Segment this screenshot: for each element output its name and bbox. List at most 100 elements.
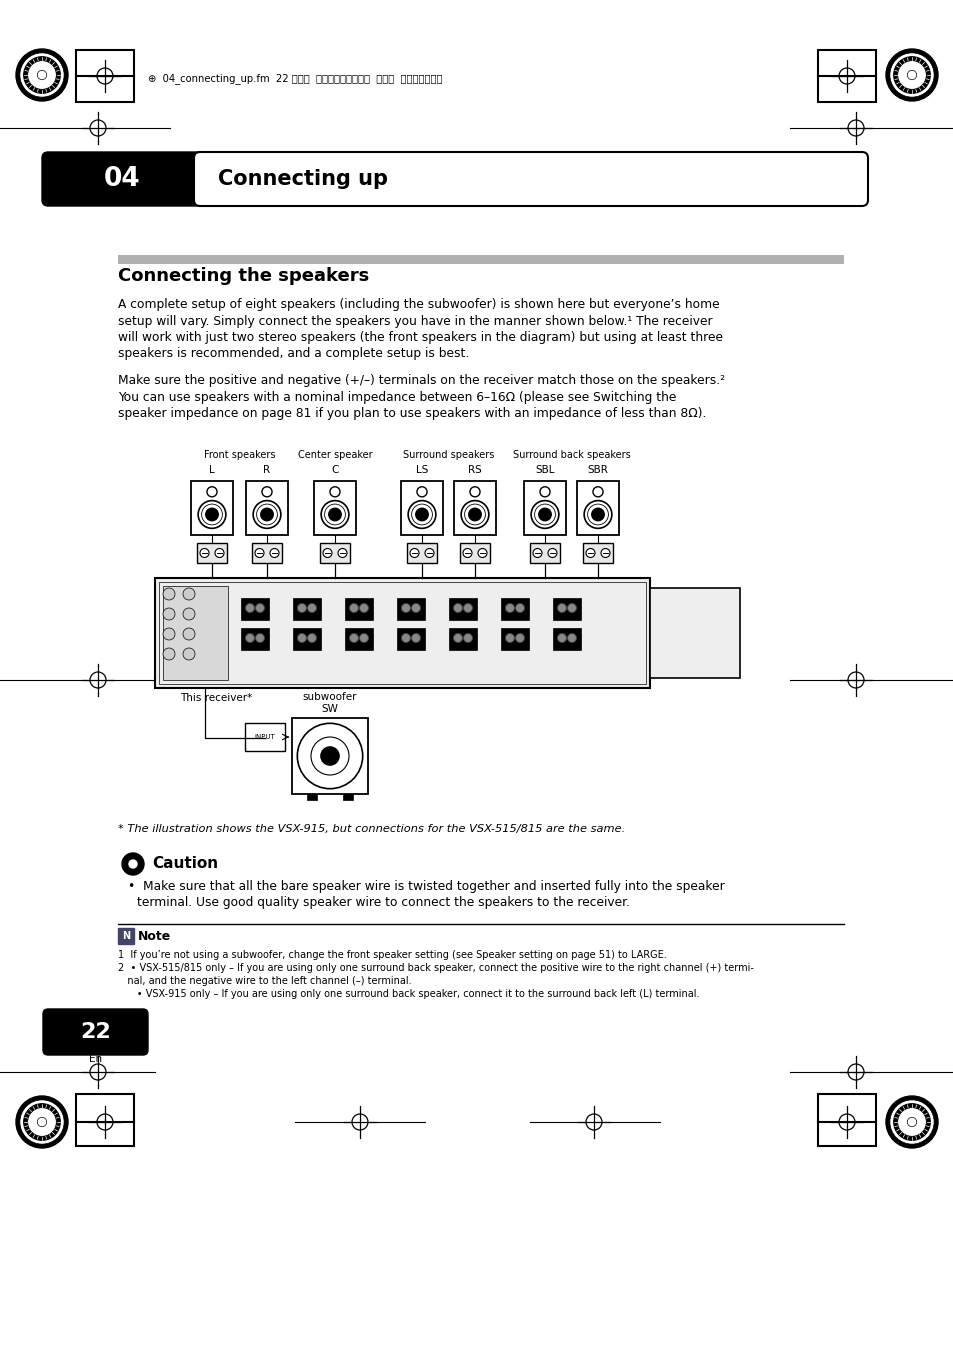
Bar (293, 628, 320, 650)
Circle shape (906, 70, 916, 80)
Bar (76, 50, 133, 101)
Circle shape (245, 634, 254, 643)
Text: RS: RS (468, 465, 481, 476)
Circle shape (889, 1100, 933, 1144)
Circle shape (20, 53, 64, 97)
Bar (307, 794, 316, 800)
Circle shape (206, 508, 218, 520)
Circle shape (349, 604, 358, 612)
Bar (196, 543, 227, 563)
Bar (154, 578, 649, 688)
Circle shape (410, 549, 418, 558)
Text: •  Make sure that all the bare speaker wire is twisted together and inserted ful: • Make sure that all the bare speaker wi… (128, 880, 724, 893)
Circle shape (538, 508, 551, 520)
Circle shape (897, 61, 925, 89)
Bar (396, 598, 424, 620)
Circle shape (254, 549, 264, 558)
Bar (454, 481, 496, 535)
Circle shape (477, 549, 486, 558)
Circle shape (28, 61, 56, 89)
Circle shape (453, 604, 462, 612)
Text: SW: SW (321, 704, 338, 713)
Text: nal, and the negative wire to the left channel (–) terminal.: nal, and the negative wire to the left c… (118, 975, 411, 986)
Circle shape (245, 604, 254, 612)
Bar (118, 928, 133, 944)
Bar (553, 598, 580, 620)
Text: speaker impedance on page 81 if you plan to use speakers with an impedance of le: speaker impedance on page 81 if you plan… (118, 407, 705, 420)
Text: Connecting the speakers: Connecting the speakers (118, 267, 369, 285)
Text: En: En (90, 1054, 103, 1065)
Circle shape (591, 508, 603, 520)
Circle shape (557, 604, 566, 612)
Circle shape (897, 1108, 925, 1136)
Bar (817, 50, 875, 101)
Bar (76, 1094, 133, 1146)
Text: • VSX-915 only – If you are using only one surround back speaker, connect it to : • VSX-915 only – If you are using only o… (118, 989, 699, 998)
Text: N: N (122, 931, 130, 942)
Circle shape (323, 549, 332, 558)
Circle shape (183, 588, 194, 600)
Bar (400, 481, 442, 535)
Text: Surround speakers: Surround speakers (402, 450, 494, 459)
Circle shape (505, 634, 514, 643)
Circle shape (462, 549, 472, 558)
Circle shape (585, 549, 595, 558)
Bar (241, 628, 269, 650)
Text: Caution: Caution (152, 857, 218, 871)
Circle shape (359, 634, 368, 643)
Circle shape (359, 604, 368, 612)
Circle shape (297, 634, 306, 643)
Circle shape (515, 604, 524, 612)
Text: setup will vary. Simply connect the speakers you have in the manner shown below.: setup will vary. Simply connect the spea… (118, 315, 712, 327)
Circle shape (463, 604, 472, 612)
Bar (314, 481, 355, 535)
Circle shape (893, 1104, 929, 1140)
Bar (245, 723, 285, 751)
Circle shape (255, 634, 264, 643)
Bar (582, 543, 613, 563)
Bar (396, 628, 424, 650)
Text: L: L (209, 465, 214, 476)
Circle shape (37, 1117, 47, 1127)
Bar (577, 481, 618, 535)
Circle shape (424, 549, 434, 558)
Bar (649, 588, 740, 678)
Bar (817, 1094, 875, 1146)
Bar (345, 628, 373, 650)
Text: 1  If you’re not using a subwoofer, change the front speaker setting (see Speake: 1 If you’re not using a subwoofer, chang… (118, 950, 666, 961)
Bar (343, 794, 353, 800)
Text: Connecting up: Connecting up (218, 169, 388, 189)
Text: * The illustration shows the VSX-915, but connections for the VSX-515/815 are th: * The illustration shows the VSX-915, bu… (118, 824, 624, 834)
Circle shape (16, 49, 68, 101)
Circle shape (885, 1096, 937, 1148)
Circle shape (557, 634, 566, 643)
Text: Center speaker: Center speaker (297, 450, 372, 459)
Bar (118, 255, 843, 263)
Circle shape (906, 1117, 916, 1127)
Bar (292, 717, 368, 794)
Circle shape (337, 549, 347, 558)
Text: terminal. Use good quality speaker wire to connect the speakers to the receiver.: terminal. Use good quality speaker wire … (137, 896, 629, 909)
Bar (500, 628, 529, 650)
Circle shape (163, 608, 174, 620)
Circle shape (16, 1096, 68, 1148)
Text: SBL: SBL (535, 465, 554, 476)
Text: will work with just two stereo speakers (the front speakers in the diagram) but : will work with just two stereo speakers … (118, 331, 722, 345)
Circle shape (320, 747, 338, 765)
Circle shape (885, 49, 937, 101)
Circle shape (567, 634, 576, 643)
FancyBboxPatch shape (43, 1009, 148, 1055)
Circle shape (600, 549, 609, 558)
Bar (345, 598, 373, 620)
Circle shape (183, 648, 194, 661)
Text: Powered
subwoofer: Powered subwoofer (302, 680, 356, 703)
Text: You can use speakers with a nominal impedance between 6–16Ω (please see Switchin: You can use speakers with a nominal impe… (118, 390, 676, 404)
Circle shape (24, 57, 60, 93)
Bar (159, 582, 645, 684)
Circle shape (307, 604, 316, 612)
Circle shape (24, 1104, 60, 1140)
Text: INPUT: INPUT (254, 734, 275, 740)
Circle shape (270, 549, 278, 558)
Circle shape (533, 549, 541, 558)
Circle shape (200, 549, 209, 558)
